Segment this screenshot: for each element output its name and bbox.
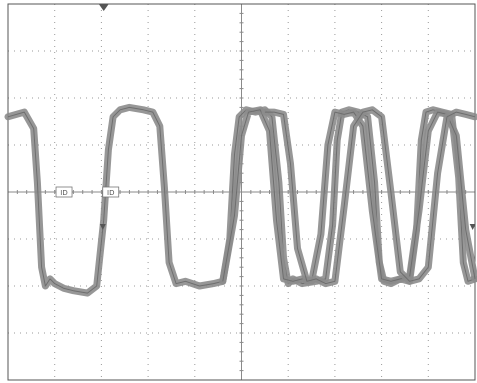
cursor-label-box <box>55 186 73 198</box>
cursor-label-box <box>102 186 120 198</box>
edge-marker-icon <box>469 224 476 230</box>
cursor-label: ID <box>107 189 114 197</box>
cursor-label: ID <box>60 189 67 197</box>
trace-series-core-2 <box>264 109 476 285</box>
edge-marker-icon <box>99 224 106 230</box>
trace-series-core-1 <box>222 109 476 282</box>
trigger-marker-icon <box>98 4 109 11</box>
plot-frame <box>7 3 476 381</box>
